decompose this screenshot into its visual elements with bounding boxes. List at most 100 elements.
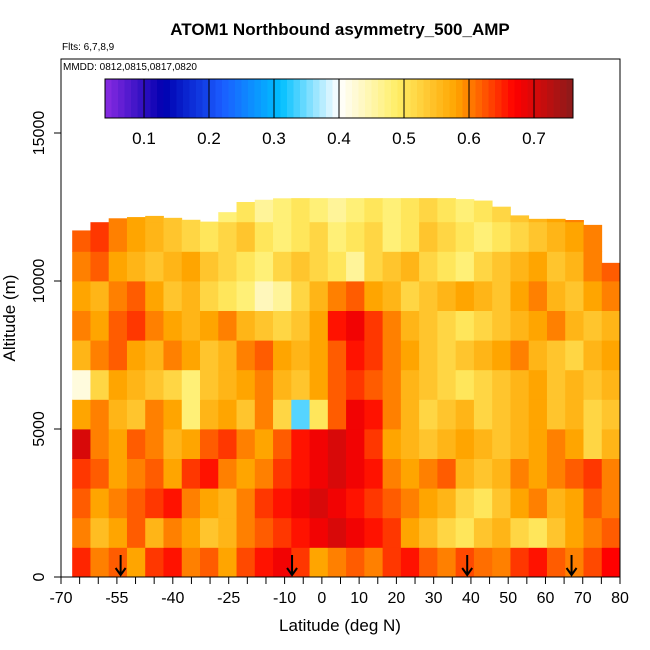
heatmap-cell bbox=[273, 310, 292, 341]
heatmap-cell bbox=[273, 369, 292, 400]
colorbar-segment bbox=[293, 79, 301, 118]
heatmap-cell bbox=[419, 488, 438, 519]
heatmap-cell bbox=[236, 399, 256, 430]
heatmap-cell bbox=[546, 221, 566, 252]
heatmap-cell bbox=[72, 547, 91, 577]
heatmap-cell bbox=[327, 221, 347, 252]
heatmap-cell bbox=[455, 281, 475, 311]
colorbar-segment bbox=[137, 79, 145, 118]
heatmap-cell bbox=[364, 310, 384, 341]
colorbar-segment bbox=[157, 79, 164, 118]
heatmap-cell bbox=[309, 429, 329, 459]
heatmap-cell bbox=[72, 340, 91, 371]
heatmap-cell bbox=[565, 488, 584, 519]
heatmap-cell bbox=[108, 340, 128, 371]
heatmap-cell bbox=[455, 547, 475, 577]
heatmap-cell bbox=[601, 310, 620, 341]
heatmap-cell bbox=[510, 251, 530, 282]
heatmap-cell bbox=[108, 369, 128, 400]
heatmap-cell bbox=[419, 547, 438, 577]
heatmap-cell bbox=[309, 547, 329, 577]
colorbar-segment bbox=[306, 79, 314, 118]
heatmap-cell bbox=[346, 488, 365, 519]
heatmap-cell bbox=[181, 340, 201, 371]
colorbar-tick-label: 0.6 bbox=[457, 129, 481, 148]
heatmap-cell bbox=[346, 399, 365, 430]
x-tick-label: 10 bbox=[350, 590, 368, 607]
heatmap-cell bbox=[473, 547, 493, 577]
heatmap-cell bbox=[236, 547, 256, 577]
heatmap-cell bbox=[200, 281, 219, 311]
heatmap-cell bbox=[382, 547, 402, 577]
heatmap-cell bbox=[309, 399, 329, 430]
x-tick-label: -55 bbox=[105, 590, 128, 607]
heatmap-cell bbox=[400, 198, 420, 223]
heatmap-cell bbox=[583, 488, 603, 519]
heatmap-cell bbox=[273, 221, 292, 252]
colorbar-tick-label: 0.4 bbox=[327, 129, 351, 148]
heatmap-cell bbox=[309, 310, 329, 341]
heatmap-cell bbox=[419, 517, 438, 548]
heatmap-cell bbox=[346, 198, 365, 223]
heatmap-cell bbox=[327, 340, 347, 371]
heatmap-cell bbox=[90, 340, 110, 371]
heatmap-cell bbox=[601, 458, 620, 489]
heatmap-cell bbox=[218, 251, 237, 282]
heatmap-cell bbox=[200, 429, 219, 459]
x-tick-label: -25 bbox=[217, 590, 240, 607]
colorbar-segment bbox=[105, 79, 112, 118]
heatmap-cell bbox=[163, 251, 183, 282]
heatmap-cell bbox=[455, 429, 475, 459]
heatmap-cell bbox=[327, 281, 347, 311]
heatmap-cell bbox=[492, 399, 511, 430]
x-axis-label: Latitude (deg N) bbox=[279, 616, 401, 635]
heatmap-cell bbox=[565, 399, 584, 430]
chart-title: ATOM1 Northbound asymmetry_500_AMP bbox=[170, 20, 510, 39]
heatmap-cell bbox=[236, 281, 256, 311]
flight-arrow bbox=[286, 555, 298, 577]
heatmap-cell bbox=[72, 458, 91, 489]
heatmap-cell bbox=[419, 458, 438, 489]
colorbar-segment bbox=[228, 79, 236, 118]
heatmap-cell bbox=[126, 458, 146, 489]
heatmap-cell bbox=[254, 429, 274, 459]
colorbar-segment bbox=[222, 79, 229, 118]
colorbar-segment bbox=[410, 79, 418, 118]
heatmap-cell bbox=[273, 488, 292, 519]
heatmap-cell bbox=[90, 310, 110, 341]
heatmap-cell bbox=[455, 488, 475, 519]
colorbar-segment bbox=[176, 79, 184, 118]
colorbar-segment bbox=[469, 79, 476, 118]
heatmap-cell bbox=[108, 458, 128, 489]
heatmap-cell bbox=[126, 340, 146, 371]
heatmap-cell bbox=[108, 310, 128, 341]
heatmap-cell bbox=[236, 251, 256, 282]
heatmap-cell bbox=[218, 517, 237, 548]
heatmap-cell bbox=[108, 399, 128, 430]
colorbar-segment bbox=[508, 79, 515, 118]
heatmap-cell bbox=[565, 220, 584, 223]
heatmap-cell bbox=[273, 251, 292, 282]
heatmap-cell bbox=[382, 221, 402, 252]
heatmap-cell bbox=[437, 340, 457, 371]
heatmap-cell bbox=[200, 221, 219, 223]
heatmap-cell bbox=[455, 340, 475, 371]
heatmap-cell bbox=[72, 230, 91, 252]
heatmap-cell bbox=[254, 517, 274, 548]
heatmap-cell bbox=[309, 221, 329, 252]
heatmap-cell bbox=[473, 488, 493, 519]
heatmap-cell bbox=[382, 310, 402, 341]
heatmap-cell bbox=[364, 221, 384, 252]
colorbar-tick-label: 0.1 bbox=[132, 129, 156, 148]
colorbar-segment bbox=[540, 79, 548, 118]
heatmap-cell bbox=[254, 340, 274, 371]
heatmap-cell bbox=[254, 369, 274, 400]
heatmap-cell bbox=[327, 547, 347, 577]
colorbar-segment bbox=[332, 79, 340, 118]
heatmap-cell bbox=[510, 547, 530, 577]
colorbar-segment bbox=[319, 79, 327, 118]
heatmap-cell bbox=[528, 369, 548, 400]
heatmap-cell bbox=[455, 399, 475, 430]
colorbar-segment bbox=[287, 79, 294, 118]
heatmap-cell bbox=[492, 547, 511, 577]
